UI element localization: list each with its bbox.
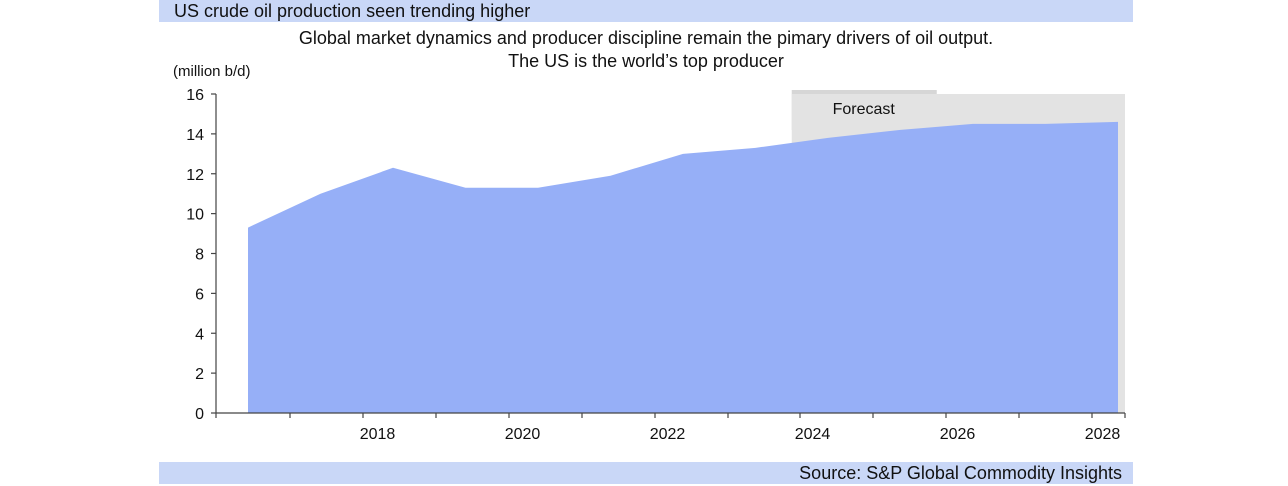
y-tick-label: 4 xyxy=(195,326,204,343)
x-tick-label: 2018 xyxy=(360,426,396,443)
production-area xyxy=(248,121,1118,413)
axes: 0 2 4 6 8 10 12 14 16 2018 2020 2022 2024 2026 2028 xyxy=(186,87,1126,443)
y-tick-label: 12 xyxy=(186,167,204,184)
y-tick-label: 8 xyxy=(195,247,204,264)
source-note: Source: S&P Global Commodity Insights xyxy=(799,463,1122,483)
x-tick-label: 2024 xyxy=(795,426,831,443)
x-tick-label: 2020 xyxy=(505,426,541,443)
chart-title: US crude oil production seen trending hi… xyxy=(174,1,531,21)
y-tick-label: 16 xyxy=(186,87,204,104)
y-tick-label: 0 xyxy=(195,406,204,423)
y-tick-label: 6 xyxy=(195,286,204,303)
chart-subtitle-line1: Global market dynamics and producer disc… xyxy=(298,28,994,48)
y-tick-label: 2 xyxy=(195,366,204,383)
x-tick-label: 2022 xyxy=(650,426,686,443)
source-bar xyxy=(159,462,1133,484)
x-tick-label: 2026 xyxy=(940,426,976,443)
y-tick-label: 14 xyxy=(186,127,204,144)
forecast-label: Forecast xyxy=(833,101,896,118)
y-axis-unit-label: (million b/d) xyxy=(173,63,251,80)
title-bar xyxy=(159,0,1133,22)
y-tick-label: 10 xyxy=(186,207,204,224)
x-tick-label: 2028 xyxy=(1085,426,1121,443)
chart-subtitle-line2: The US is the world’s top producer xyxy=(508,51,784,71)
